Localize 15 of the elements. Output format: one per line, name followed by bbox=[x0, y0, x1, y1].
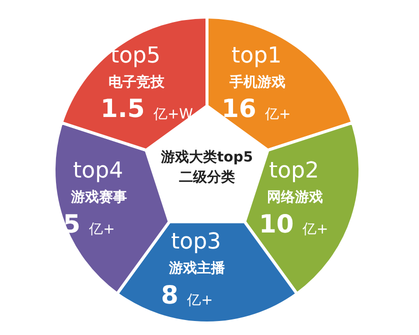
text: top1 bbox=[232, 43, 282, 68]
text: top2 bbox=[268, 158, 320, 184]
category-label: 游戏赛事 bbox=[70, 188, 128, 206]
category-label: 电子竞技 bbox=[108, 73, 166, 90]
text: top5 bbox=[110, 43, 161, 68]
text: top3 bbox=[171, 230, 222, 255]
data-label: 1.5 亿+W bbox=[100, 94, 194, 124]
category-label: 游戏主播 bbox=[168, 260, 226, 277]
category-label: 网络游戏 bbox=[266, 189, 323, 206]
data-label: 8 亿+ bbox=[161, 280, 213, 310]
text: 游戏大类top5 二级分类 bbox=[160, 150, 254, 186]
category-label: 手机游戏 bbox=[228, 73, 286, 90]
text: top4 bbox=[73, 158, 124, 184]
data-label: 16 亿+ bbox=[222, 94, 291, 124]
data-label: 10 亿+ bbox=[258, 209, 328, 238]
